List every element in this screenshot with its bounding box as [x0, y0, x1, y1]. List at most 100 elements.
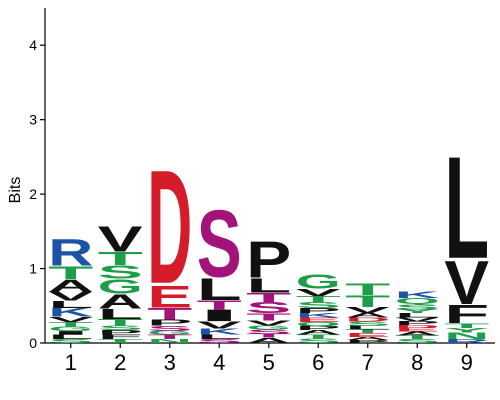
y-tick-label: 0	[29, 335, 37, 351]
logo-letter: P	[246, 231, 291, 289]
logo-letter: G	[98, 275, 143, 298]
logo-letter: F	[444, 300, 489, 329]
position-label: 9	[461, 350, 473, 375]
y-tick-label: 1	[29, 261, 37, 277]
logo-letter: T	[395, 335, 440, 341]
position-label: 5	[263, 350, 275, 375]
logo-letter: T	[296, 295, 341, 304]
y-tick-label: 2	[29, 186, 37, 202]
logo-letter: T	[48, 263, 93, 284]
position-label: 7	[362, 350, 374, 375]
logo-letter: T	[246, 291, 291, 305]
logo-letter: S	[296, 337, 341, 344]
logo-letter: T	[197, 298, 242, 312]
logo-letter: L	[197, 272, 242, 307]
logo-letter: S	[246, 328, 291, 335]
position-label: 1	[65, 350, 77, 375]
logo-letter: L	[48, 334, 93, 341]
logo-letter: S	[345, 320, 390, 327]
logo-letter: V	[48, 289, 93, 303]
logo-letter: I	[197, 306, 242, 324]
logo-letter: R	[444, 338, 489, 344]
logo-letter: E	[147, 280, 192, 315]
logo-letter: A	[98, 290, 143, 313]
logo-letter: G	[147, 330, 192, 336]
logo-letter: G	[296, 270, 341, 293]
logo-letter: Y	[444, 327, 489, 334]
logo-letter: V	[444, 247, 489, 317]
logo-letter: D	[345, 317, 390, 323]
logo-letter: S	[98, 262, 143, 283]
logo-letter: S	[48, 338, 93, 344]
logo-letter: K	[48, 305, 94, 319]
logo-letter: A	[246, 336, 291, 344]
logo-letter: P	[395, 320, 440, 326]
logo-letter: P	[296, 325, 341, 332]
logo-letter: T	[98, 249, 143, 270]
logo-letter: K	[197, 327, 242, 336]
logo-letter: T	[48, 321, 93, 328]
logo-letter: A	[345, 336, 390, 341]
logo-letter: V	[395, 317, 440, 323]
logo-letter: T	[147, 334, 192, 341]
y-tick-label: 4	[29, 37, 37, 53]
position-label: 8	[411, 350, 423, 375]
logo-letter: T	[345, 329, 390, 335]
logo-letter: L	[345, 325, 390, 331]
logo-letter: V	[98, 219, 143, 259]
logo-letter: S	[98, 325, 143, 332]
logo-letter: E	[395, 327, 440, 333]
logo-letter: T	[444, 323, 489, 330]
y-tick-group: 0 1 2 3 4	[29, 37, 45, 351]
logo-letter: P	[296, 307, 341, 315]
logo-letter: S	[147, 325, 192, 333]
logo-letter: R	[48, 231, 93, 274]
logo-letter: S	[395, 303, 440, 311]
logo-letter: T	[98, 338, 143, 344]
logo-letter: A	[395, 331, 440, 337]
position-label: 3	[164, 350, 176, 375]
position-label: 4	[213, 350, 225, 375]
letter-stacks: SLIGTVKLVATRTFPSTLAGSTVNTGSPTEDSLKVITLSA…	[48, 128, 489, 345]
logo-letter: P	[345, 339, 390, 344]
logo-letter: Q	[296, 321, 341, 327]
logo-letter: L	[395, 312, 440, 319]
logo-letter: P	[98, 329, 143, 336]
logo-letter: A	[48, 276, 93, 295]
logo-letter: G	[48, 325, 93, 332]
y-axis-label: Bits	[7, 177, 24, 204]
logo-letter: T	[147, 305, 193, 323]
logo-letter: V	[296, 287, 341, 298]
logo-letter: S	[197, 338, 242, 344]
logo-letter: S	[246, 299, 291, 316]
logo-letter: E	[296, 317, 341, 324]
logo-letter: P	[147, 318, 192, 327]
logo-letter: L	[197, 334, 242, 341]
logo-letter: Y	[395, 309, 440, 315]
logo-letter: K	[395, 290, 440, 300]
logo-letter: T	[98, 317, 143, 328]
y-tick-label: 3	[29, 112, 37, 128]
logo-letter: T	[345, 292, 391, 310]
logo-letter: D	[147, 138, 192, 319]
logo-letter: F	[98, 334, 143, 341]
logo-letter: N	[147, 338, 192, 344]
logo-letter: S	[296, 300, 341, 309]
x-tick-group: 1 2 3 4 5 6 7 8 9	[65, 343, 473, 375]
position-label: 6	[312, 350, 324, 375]
logo-letter: D	[395, 324, 440, 329]
logo-letter: L	[246, 274, 291, 297]
logo-letter: L	[98, 306, 143, 322]
position-label: 2	[114, 350, 126, 375]
logo-letter: K	[296, 312, 341, 319]
logo-letter: V	[48, 316, 93, 324]
